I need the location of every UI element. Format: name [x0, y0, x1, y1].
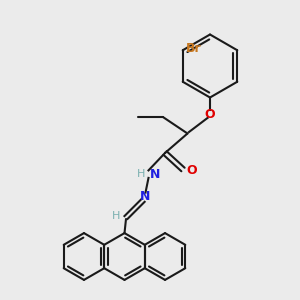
Text: N: N — [140, 190, 151, 203]
Text: H: H — [137, 169, 146, 179]
Text: N: N — [149, 167, 160, 181]
Text: H: H — [112, 211, 120, 221]
Text: Br: Br — [186, 42, 202, 55]
Text: O: O — [205, 107, 215, 121]
Text: O: O — [186, 164, 196, 178]
